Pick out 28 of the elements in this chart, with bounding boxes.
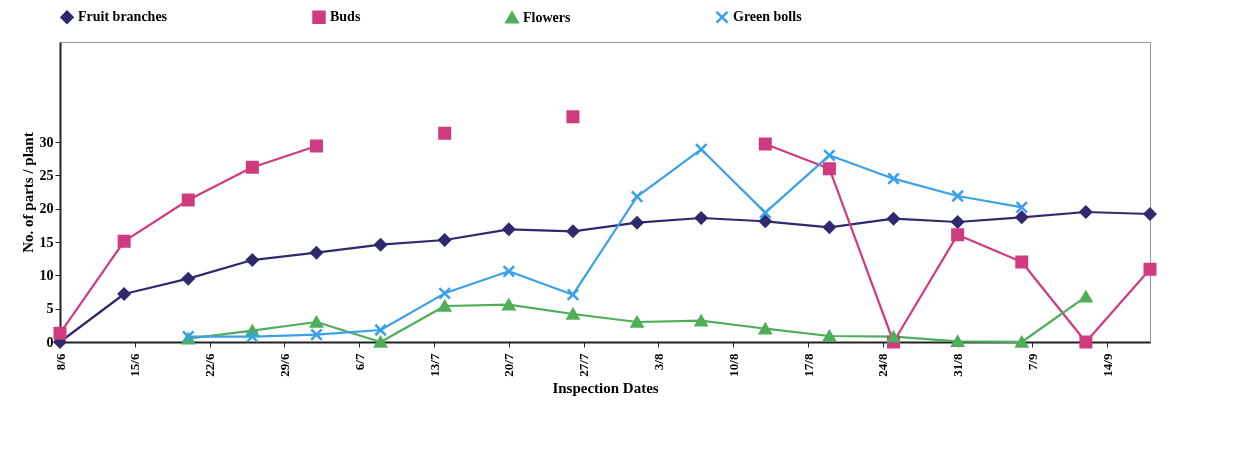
y-tick-label: 15	[39, 234, 54, 250]
y-axis-title: No. of parts / plant	[19, 132, 36, 253]
x-tick-label: 24/8	[875, 353, 891, 377]
x-tick-label: 7/9	[1024, 353, 1040, 371]
x-tick-label: 17/8	[800, 353, 816, 377]
x-tick-label: 3/8	[650, 353, 666, 371]
x-tick-label: 29/6	[276, 353, 292, 377]
x-tick-label: 22/6	[202, 353, 218, 377]
x-tick-label: 13/7	[426, 353, 442, 377]
x-tick-label: 14/9	[1099, 353, 1115, 377]
y-tick-label: 30	[39, 134, 54, 150]
x-tick-label: 8/6	[52, 353, 68, 371]
x-axis-title: Inspection Dates	[552, 379, 659, 396]
y-tick-label: 5	[46, 301, 54, 317]
x-tick-label: 27/7	[576, 353, 592, 377]
x-tick-label: 15/6	[127, 353, 143, 377]
x-tick-label: 10/8	[725, 353, 741, 377]
legend-label: Fruit branches	[78, 9, 168, 25]
y-tick-label: 10	[39, 267, 54, 283]
y-tick-label: 0	[46, 334, 54, 350]
y-tick-label: 20	[39, 201, 54, 217]
legend-label: Buds	[330, 9, 361, 25]
legend-label: Flowers	[523, 9, 571, 25]
x-tick-label: 20/7	[501, 353, 517, 377]
legend-label: Green bolls	[733, 9, 803, 25]
x-tick-label: 6/7	[351, 353, 367, 371]
x-tick-label: 31/8	[950, 353, 966, 377]
y-tick-label: 25	[39, 167, 54, 183]
